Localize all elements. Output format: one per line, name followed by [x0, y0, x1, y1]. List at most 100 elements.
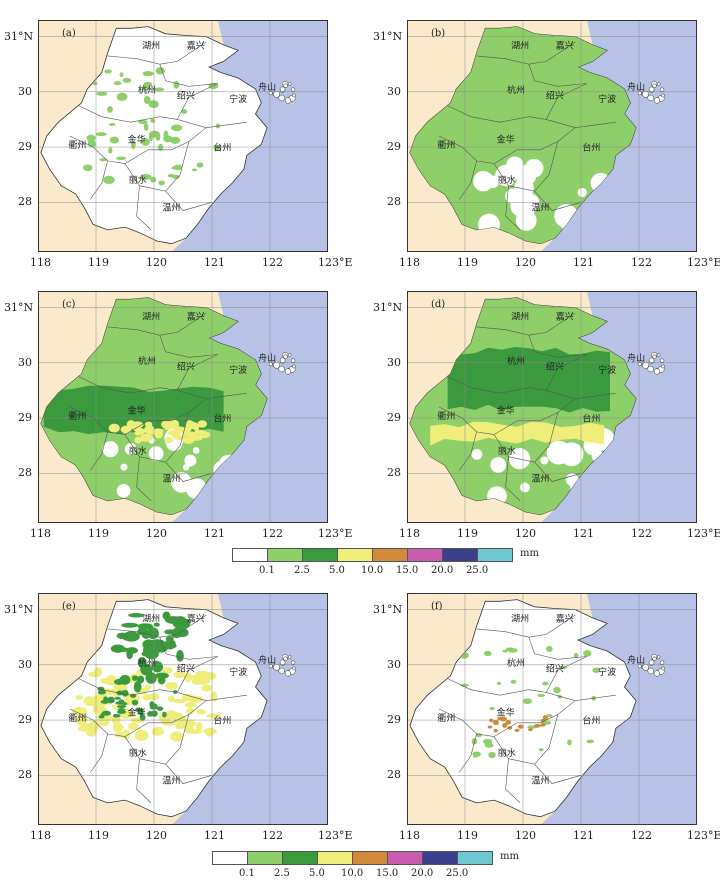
colorbar-swatch [247, 851, 282, 865]
lat-tick-label: 30 [18, 355, 32, 369]
colorbar-2 [212, 851, 493, 865]
city-label: 杭州 [138, 355, 156, 367]
city-label: 衢州 [68, 139, 86, 151]
city-border [89, 431, 108, 471]
dry-patch [120, 463, 128, 471]
city-label: 温州 [162, 474, 180, 485]
city-label: 台州 [582, 714, 600, 726]
lat-tick-label: 30 [387, 355, 401, 369]
precip-patch [184, 701, 197, 708]
island [279, 357, 286, 364]
dry-patch [182, 463, 190, 471]
dry-patch [495, 164, 517, 187]
lon-tick-label: 118 [30, 256, 51, 269]
city-label: 台州 [582, 141, 600, 153]
precip-patch [505, 720, 512, 725]
city-border [438, 127, 576, 164]
colorbar-tick-label: 0.1 [239, 868, 255, 879]
island [642, 90, 649, 98]
colorbar-1 [232, 548, 513, 562]
map-frame [38, 20, 328, 252]
sea [171, 593, 328, 825]
map-panel-e: 湖州 嘉兴 杭州 绍兴 宁波 舟山 衢州 金华 台州 丽水 温州 (e) [38, 593, 328, 825]
precip-patch [181, 109, 188, 114]
island [642, 663, 649, 671]
city-border [165, 461, 213, 482]
precip-patch [155, 67, 165, 75]
city-label: 杭州 [507, 657, 525, 669]
city-label: 丽水 [498, 747, 516, 759]
island [647, 94, 654, 102]
island [278, 667, 285, 675]
precip-patch [213, 145, 222, 151]
city-label: 嘉兴 [187, 40, 205, 52]
precip-patch [157, 143, 164, 151]
city-label: 宁波 [229, 93, 247, 105]
lat-tick-label: 28 [387, 768, 401, 782]
precip-patch [112, 722, 123, 733]
precip-patch [100, 699, 110, 704]
precip-patch [108, 423, 120, 433]
colorbar-tick-label: 15.0 [376, 868, 399, 879]
city-border [545, 83, 587, 120]
island [637, 664, 642, 669]
city-label: 舟山 [258, 352, 276, 364]
lon-tick-label: 118 [399, 256, 420, 269]
precip-patch [138, 119, 148, 125]
city-border [165, 190, 213, 211]
city-label: 湖州 [142, 614, 160, 625]
precip-patch [128, 613, 144, 618]
city-label: 杭州 [138, 84, 156, 96]
precip-patch [517, 724, 524, 729]
precip-patch [137, 623, 154, 630]
precip-patch [488, 751, 496, 759]
city-label: 舟山 [627, 654, 645, 666]
lon-tick-label: 118 [399, 829, 420, 842]
precip-patch [534, 723, 541, 728]
precip-patch [142, 70, 154, 77]
precip-patch [103, 175, 115, 185]
precip-patch [158, 180, 165, 186]
city-border [534, 190, 582, 211]
colorbar-swatch [442, 548, 477, 562]
island [278, 94, 285, 102]
precip-patch [507, 648, 518, 653]
colorbar-swatch [232, 548, 267, 562]
precip-patch [162, 611, 171, 620]
sea [540, 593, 697, 825]
island [661, 93, 665, 98]
city-border [528, 335, 587, 358]
precip-patch [194, 429, 206, 435]
lon-tick-label: 123°E [687, 527, 720, 540]
precip-patch [540, 722, 546, 727]
lon-tick-label: 120 [146, 527, 167, 540]
precip-patch [586, 739, 595, 744]
precip-patch [150, 176, 157, 183]
city-label: 台州 [213, 412, 231, 424]
precip-patch [128, 722, 139, 731]
precip-patch [149, 701, 155, 708]
city-label: 丽水 [129, 445, 147, 457]
city-label: 湖州 [511, 41, 529, 52]
city-border [159, 335, 218, 358]
city-label: 湖州 [511, 312, 529, 323]
lon-tick-label: 119 [457, 527, 478, 540]
dry-patch [524, 158, 544, 178]
precip-patch [108, 147, 113, 154]
precip-patch [164, 436, 174, 443]
city-label: 嘉兴 [556, 311, 574, 323]
precip-patch [196, 708, 206, 715]
island [279, 659, 286, 666]
colorbar-swatch [407, 548, 442, 562]
precip-band [43, 385, 224, 435]
precip-patch [150, 118, 156, 123]
precip-patch [173, 671, 186, 679]
island [284, 368, 292, 375]
precip-patch [201, 684, 212, 692]
precip-patch [162, 711, 167, 718]
precip-patch [583, 650, 592, 657]
city-label: 舟山 [627, 81, 645, 93]
city-border [493, 714, 559, 765]
city-border [546, 692, 616, 702]
island [637, 362, 642, 367]
